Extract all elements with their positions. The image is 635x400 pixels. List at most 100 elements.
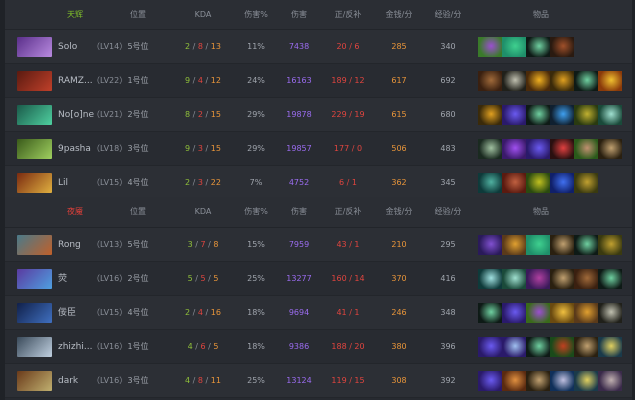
item-icon[interactable] [598,269,622,289]
item-icon[interactable] [502,371,526,391]
item-icon[interactable] [574,269,598,289]
player-name[interactable]: No[o]ne [58,110,95,120]
item-icon[interactable] [478,37,502,57]
item-icon[interactable] [526,173,550,193]
item-icon[interactable] [478,269,502,289]
kills: 2 [185,178,191,187]
item-icon[interactable] [502,105,526,125]
item-icon[interactable] [478,139,502,159]
kills: 9 [185,144,191,153]
player-name[interactable]: RAMZ... [58,76,93,86]
header-lasthits: 正/反补 [334,10,362,19]
player-row[interactable]: 9pasha （LV18） 3号位 9 / 3 / 15 29% 19857 1… [5,132,632,166]
player-name[interactable]: 荧 [58,274,68,284]
player-row[interactable]: RAMZ... （LV22） 1号位 9 / 4 / 12 24% 16163 … [5,64,632,98]
item-icon[interactable] [550,139,574,159]
item-icon[interactable] [574,337,598,357]
item-icon[interactable] [598,105,622,125]
player-row[interactable]: dark （LV16） 3号位 4 / 8 / 11 25% 13124 119… [5,364,632,398]
item-icon[interactable] [526,303,550,323]
player-name[interactable]: 佞臣 [58,308,77,318]
item-icon[interactable] [478,173,502,193]
item-icon[interactable] [598,235,622,255]
item-icon[interactable] [526,139,550,159]
item-icon[interactable] [574,235,598,255]
item-icon[interactable] [502,337,526,357]
item-icon[interactable] [502,37,526,57]
item-icon[interactable] [550,303,574,323]
player-name[interactable]: zhizhi... [58,342,93,352]
item-icon[interactable] [526,235,550,255]
item-icon[interactable] [526,371,550,391]
item-icon[interactable] [574,303,598,323]
hero-avatar[interactable] [17,371,52,391]
item-icon[interactable] [526,71,550,91]
item-icon[interactable] [574,139,598,159]
player-row[interactable]: Lil （LV15） 4号位 2 / 3 / 22 7% 4752 6 / 1 … [5,166,632,200]
item-icon[interactable] [478,337,502,357]
player-level: （LV18） [92,144,128,153]
item-icon[interactable] [478,105,502,125]
player-name[interactable]: Solo [58,42,78,52]
header-gpm: 金钱/分 [385,207,413,216]
item-icon[interactable] [502,303,526,323]
player-name[interactable]: 9pasha [58,144,91,154]
item-icon[interactable] [502,71,526,91]
item-icon[interactable] [550,173,574,193]
item-icon[interactable] [598,337,622,357]
hero-avatar[interactable] [17,37,52,57]
item-icon[interactable] [502,235,526,255]
player-row[interactable]: 佞臣 （LV15） 4号位 2 / 4 / 16 18% 9694 41 / 1… [5,296,632,330]
hero-avatar[interactable] [17,235,52,255]
item-icon[interactable] [550,235,574,255]
item-icon[interactable] [550,337,574,357]
item-icon[interactable] [502,173,526,193]
player-position: 1号位 [127,76,149,85]
item-icon[interactable] [598,139,622,159]
hero-avatar[interactable] [17,337,52,357]
hero-avatar[interactable] [17,269,52,289]
item-icon[interactable] [550,269,574,289]
player-row[interactable]: 荧 （LV16） 2号位 5 / 5 / 5 25% 13277 160 / 1… [5,262,632,296]
player-row[interactable]: Solo （LV14） 5号位 2 / 8 / 13 11% 7438 20 /… [5,30,632,64]
item-icon[interactable] [502,269,526,289]
hero-avatar[interactable] [17,303,52,323]
item-icon[interactable] [526,337,550,357]
item-icon[interactable] [598,71,622,91]
damage: 13277 [286,274,312,283]
header-xpm: 经验/分 [434,207,462,216]
item-icon[interactable] [550,71,574,91]
item-icon[interactable] [550,105,574,125]
xp-per-min: 340 [440,42,456,51]
hero-avatar[interactable] [17,71,52,91]
item-icon[interactable] [550,37,574,57]
item-icon[interactable] [478,235,502,255]
item-icon[interactable] [478,71,502,91]
item-icon[interactable] [502,139,526,159]
kills: 2 [185,42,191,51]
item-icon[interactable] [526,105,550,125]
item-icon[interactable] [574,173,598,193]
item-icon[interactable] [526,37,550,57]
item-icon[interactable] [598,303,622,323]
player-row[interactable]: Rong （LV13） 5号位 3 / 7 / 8 15% 7959 43 / … [5,228,632,262]
item-icon[interactable] [478,303,502,323]
item-icon[interactable] [526,269,550,289]
item-icon[interactable] [598,371,622,391]
player-name[interactable]: Lil [58,178,69,188]
player-name[interactable]: dark [58,376,79,386]
player-row[interactable]: No[o]ne （LV21） 2号位 8 / 2 / 15 29% 19878 … [5,98,632,132]
gold-per-min: 362 [391,178,407,187]
item-icon[interactable] [550,371,574,391]
player-position: 3号位 [127,144,149,153]
item-icon[interactable] [478,371,502,391]
hero-avatar[interactable] [17,173,52,193]
item-icon[interactable] [574,105,598,125]
hero-avatar[interactable] [17,139,52,159]
item-icon[interactable] [574,71,598,91]
hero-avatar[interactable] [17,105,52,125]
item-icon[interactable] [574,371,598,391]
player-row[interactable]: zhizhi... （LV16） 1号位 4 / 6 / 5 18% 9386 … [5,330,632,364]
last-hits-denies: 188 / 20 [331,342,365,351]
player-name[interactable]: Rong [58,240,81,250]
